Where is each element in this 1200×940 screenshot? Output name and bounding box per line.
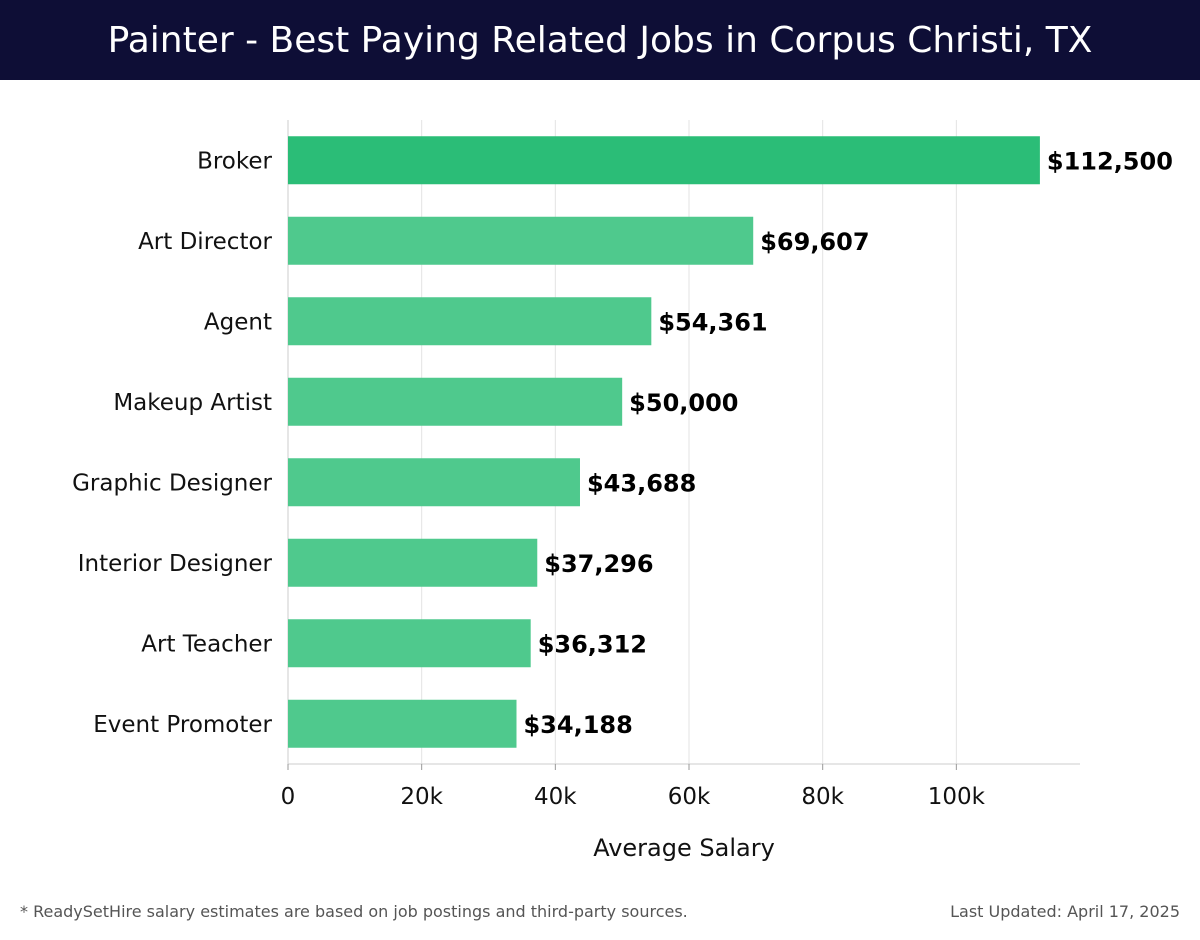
data-label: $37,296 xyxy=(544,550,653,578)
data-label: $69,607 xyxy=(760,228,869,256)
data-label: $36,312 xyxy=(538,630,647,658)
category-label: Event Promoter xyxy=(93,712,272,738)
bar xyxy=(288,216,754,265)
data-label: $43,688 xyxy=(587,469,696,497)
bar xyxy=(288,619,531,668)
category-label: Interior Designer xyxy=(78,551,273,577)
footer-note: * ReadySetHire salary estimates are base… xyxy=(20,902,688,921)
data-label: $50,000 xyxy=(629,389,738,417)
bar-chart: 0 20k 40k 60k 80k 100k Broker $112,500 Art Direc… xyxy=(72,120,1173,862)
bar xyxy=(288,297,652,346)
data-label: $54,361 xyxy=(658,308,767,336)
x-axis-title: Average Salary xyxy=(593,834,775,862)
x-tick-label: 40k xyxy=(534,784,577,810)
x-tick-label: 20k xyxy=(400,784,443,810)
bar xyxy=(288,538,538,587)
category-label: Makeup Artist xyxy=(113,390,272,416)
category-label: Art Teacher xyxy=(141,631,272,657)
x-tick-label: 80k xyxy=(801,784,844,810)
x-tick-label: 0 xyxy=(281,784,296,810)
category-label: Graphic Designer xyxy=(72,470,272,496)
category-label: Agent xyxy=(204,309,272,335)
bar xyxy=(288,699,517,748)
last-updated: Last Updated: April 17, 2025 xyxy=(950,902,1180,921)
x-tick-label: 100k xyxy=(928,784,986,810)
bar xyxy=(288,377,623,426)
data-label: $112,500 xyxy=(1047,147,1173,175)
x-tick-label: 60k xyxy=(668,784,711,810)
bar xyxy=(288,136,1040,185)
chart-header: Painter - Best Paying Related Jobs in Co… xyxy=(0,0,1200,80)
data-label: $34,188 xyxy=(523,711,632,739)
chart-title: Painter - Best Paying Related Jobs in Co… xyxy=(107,19,1093,61)
category-label: Art Director xyxy=(138,229,272,255)
category-label: Broker xyxy=(197,148,272,174)
bar xyxy=(288,458,580,507)
